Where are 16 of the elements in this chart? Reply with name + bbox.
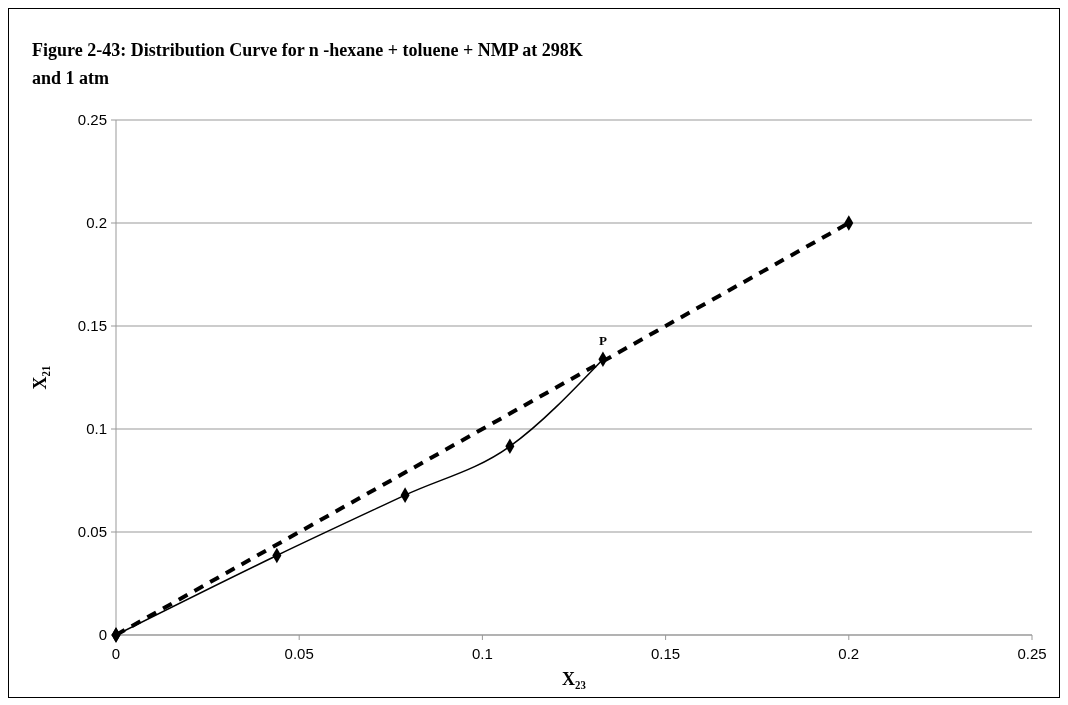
- annotation: P: [598, 333, 607, 349]
- x-tick-label: 0.05: [284, 645, 314, 662]
- x-tick-label: 0: [111, 645, 121, 662]
- x-tick-label: 0.25: [1017, 645, 1047, 662]
- x-tick-label: 0.15: [651, 645, 681, 662]
- y-tick-label: 0.05: [77, 523, 107, 541]
- chart-title: Figure 2-43: Distribution Curve for n -hexane + toluene + NMP at 298K and 1 atm: [32, 40, 583, 88]
- y-tick-label: 0: [98, 626, 107, 644]
- y-axis-title: X₂₁: [30, 365, 50, 390]
- y-tick-label: 0.25: [77, 111, 107, 129]
- y-tick-label: 0.15: [77, 317, 107, 335]
- y-tick-label: 0.2: [86, 214, 107, 232]
- x-axis-title: X₂₃: [562, 669, 587, 689]
- x-tick-label: 0.1: [471, 645, 493, 662]
- y-tick-label: 0.1: [86, 420, 107, 438]
- x-tick-label: 0.2: [838, 645, 860, 662]
